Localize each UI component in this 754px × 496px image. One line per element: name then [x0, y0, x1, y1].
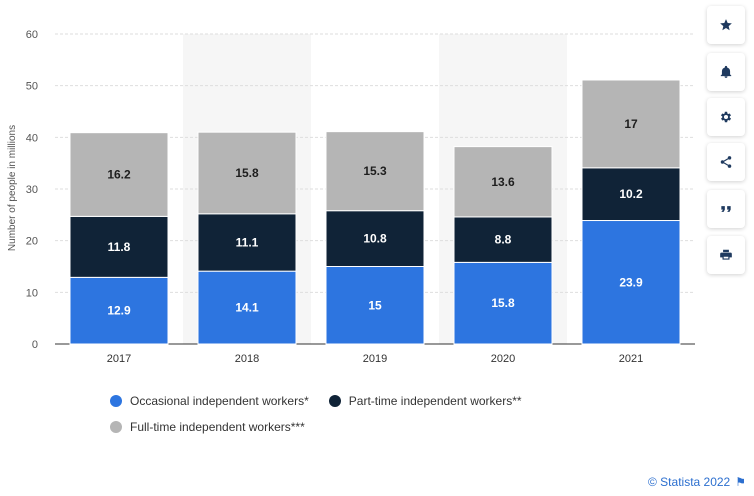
data-label: 23.9 — [619, 275, 643, 289]
data-label: 8.8 — [495, 233, 512, 247]
bar-segment[interactable] — [197, 270, 297, 345]
bar-segment[interactable] — [453, 146, 553, 218]
data-label: 10.2 — [619, 187, 643, 201]
legend-label-occasional: Occasional independent workers* — [130, 394, 309, 408]
y-tick-label: 0 — [32, 339, 38, 351]
y-axis-label: Number of people in millions — [7, 125, 18, 251]
flag-icon: ⚑ — [735, 475, 746, 489]
bar-segment[interactable] — [325, 131, 425, 212]
data-label: 12.9 — [107, 304, 131, 318]
legend-item-full-time[interactable]: Full-time independent workers*** — [110, 420, 305, 434]
data-label: 11.8 — [108, 240, 131, 254]
notification-button[interactable] — [707, 53, 745, 91]
y-tick-label: 60 — [26, 29, 38, 41]
y-tick-label: 40 — [26, 132, 38, 144]
legend-label-part-time: Part-time independent workers** — [348, 394, 522, 408]
x-tick-label: 2019 — [363, 353, 387, 365]
data-label: 15.3 — [363, 164, 387, 178]
credit-text: © Statista 2022 — [648, 475, 731, 489]
data-label: 17 — [624, 117, 638, 131]
legend-label-full-time: Full-time independent workers*** — [130, 420, 305, 434]
data-label: 15.8 — [235, 166, 259, 180]
stacked-bar-chart: 0 10 20 30 40 50 60 12.9 11.8 16.2 14.1 11.1 15.8 15… — [7, 29, 695, 365]
share-icon — [720, 156, 732, 168]
y-tick-label: 10 — [26, 287, 38, 299]
bar-segment[interactable] — [581, 220, 681, 345]
favorite-button[interactable] — [707, 6, 745, 44]
x-tick-label: 2020 — [491, 353, 515, 365]
share-button[interactable] — [707, 143, 745, 181]
bar-segment[interactable] — [69, 132, 169, 217]
data-label: 11.1 — [236, 235, 259, 249]
statista-credit-link[interactable]: © Statista 2022 ⚑ — [648, 475, 746, 489]
star-icon — [720, 19, 732, 31]
legend-swatch-occasional — [110, 395, 122, 407]
data-label: 10.8 — [363, 232, 387, 246]
legend-item-occasional[interactable]: Occasional independent workers* — [110, 394, 309, 408]
data-label: 15.8 — [491, 296, 515, 310]
x-tick-label: 2018 — [235, 353, 259, 365]
gear-icon — [720, 111, 732, 123]
legend-swatch-part-time — [328, 395, 341, 407]
y-tick-label: 50 — [26, 81, 38, 93]
bar-segment[interactable] — [197, 213, 297, 272]
chart-legend: Occasional independent workers* Part-tim… — [110, 388, 590, 440]
print-icon — [720, 249, 732, 260]
data-label: 14.1 — [235, 301, 259, 315]
x-tick-label: 2017 — [107, 353, 131, 365]
y-tick-label: 20 — [26, 236, 38, 248]
data-label: 13.6 — [491, 175, 515, 189]
quote-icon — [721, 206, 731, 212]
bar-segment[interactable] — [453, 216, 553, 263]
cite-button[interactable] — [707, 190, 745, 228]
legend-swatch-full-time — [110, 421, 122, 433]
data-label: 15 — [368, 298, 382, 312]
bar-segment[interactable] — [69, 276, 169, 345]
bar-segment[interactable] — [453, 261, 553, 345]
x-tick-label: 2021 — [619, 353, 643, 365]
bar-segment[interactable] — [197, 131, 297, 215]
data-label: 16.2 — [107, 168, 131, 182]
y-tick-label: 30 — [26, 184, 38, 196]
bar-segment[interactable] — [69, 215, 169, 278]
print-button[interactable] — [707, 236, 745, 274]
legend-item-part-time[interactable]: Part-time independent workers** — [328, 394, 522, 408]
settings-button[interactable] — [707, 98, 745, 136]
bar-segment[interactable] — [325, 210, 425, 267]
bell-icon — [720, 65, 732, 78]
bar-segment[interactable] — [581, 79, 681, 169]
